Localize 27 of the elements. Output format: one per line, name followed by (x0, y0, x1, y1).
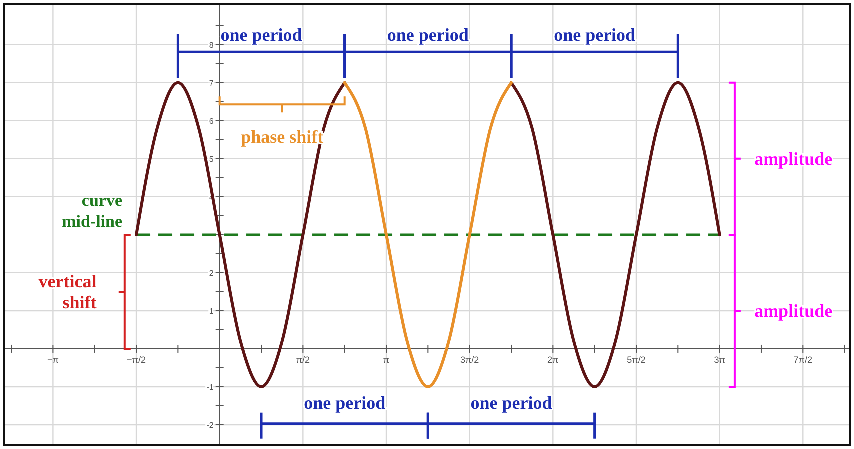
x-tick-label: π/2 (296, 354, 310, 365)
y-tick-label: 2 (209, 268, 214, 278)
x-tick-label: π (383, 354, 390, 365)
annotation: one period (470, 392, 552, 413)
annotation: one period (387, 25, 469, 46)
y-tick-label: 6 (209, 116, 214, 126)
y-tick-label: 8 (209, 40, 214, 50)
x-tick-label: 2π (548, 354, 559, 365)
annotation: one period (554, 25, 636, 46)
y-tick-label: 1 (209, 306, 214, 316)
y-tick-label: 5 (209, 154, 214, 164)
annotation: one period (304, 392, 386, 413)
y-tick-label: -1 (206, 382, 214, 392)
x-tick-label: −π/2 (127, 354, 146, 365)
annotation: one period (220, 25, 302, 46)
y-tick-label: 7 (209, 78, 214, 88)
x-tick-label: 7π/2 (794, 354, 813, 365)
annotation: amplitude (754, 148, 833, 169)
x-tick-label: 5π/2 (627, 354, 646, 365)
x-tick-label: 3π/2 (460, 354, 480, 365)
y-tick-label: -2 (206, 420, 214, 430)
x-tick-label: −π (47, 354, 59, 365)
line-series (343, 81, 513, 388)
ref-line-label: curve mid-line (62, 190, 123, 231)
x-tick-label: 3π (714, 354, 726, 365)
annotation: amplitude (754, 300, 833, 321)
annotation: vertical shift (38, 271, 97, 312)
